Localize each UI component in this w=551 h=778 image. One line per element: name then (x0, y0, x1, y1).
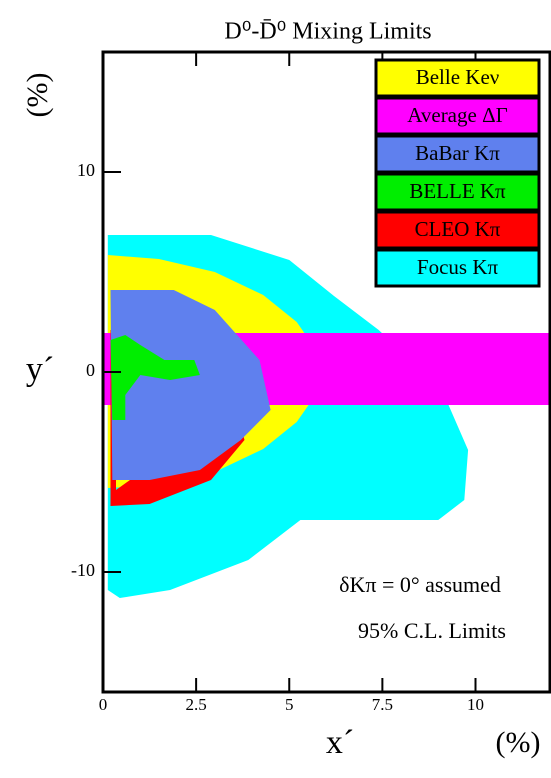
region (110, 335, 200, 420)
legend-label: BELLE Kπ (409, 179, 506, 203)
legend-label: CLEO Kπ (415, 217, 501, 241)
y-tick-label: -10 (71, 560, 95, 580)
x-tick-label: 2.5 (186, 695, 207, 714)
x-axis-unit: (%) (496, 726, 541, 759)
x-tick-label: 0 (99, 695, 108, 714)
legend-label: Average ΔΓ (407, 103, 507, 127)
annotation: δKπ = 0° assumed (339, 572, 501, 597)
legend-swatch (374, 210, 541, 250)
y-tick-label: 0 (86, 360, 95, 380)
y-tick-label: 10 (77, 160, 95, 180)
legend-label: Belle Keν (416, 65, 500, 89)
plot-area (103, 235, 550, 598)
annotation: 95% C.L. Limits (358, 618, 506, 643)
region (110, 290, 271, 480)
y-axis-unit: (%) (21, 73, 54, 118)
y-axis-label: y´ (26, 351, 54, 388)
legend-swatch (374, 248, 541, 288)
x-tick-label: 7.5 (372, 695, 393, 714)
legend-swatch (374, 134, 541, 174)
x-tick-label: 10 (467, 695, 484, 714)
legend-swatch (374, 96, 541, 136)
x-axis-label: x´ (326, 724, 354, 761)
legend-swatch (374, 58, 541, 98)
x-tick-label: 5 (285, 695, 294, 714)
chart-title: D⁰-D̄⁰ Mixing Limits (224, 19, 431, 45)
legend-swatch (374, 172, 541, 212)
legend-label: BaBar Kπ (415, 141, 500, 165)
legend-label: Focus Kπ (417, 255, 499, 279)
